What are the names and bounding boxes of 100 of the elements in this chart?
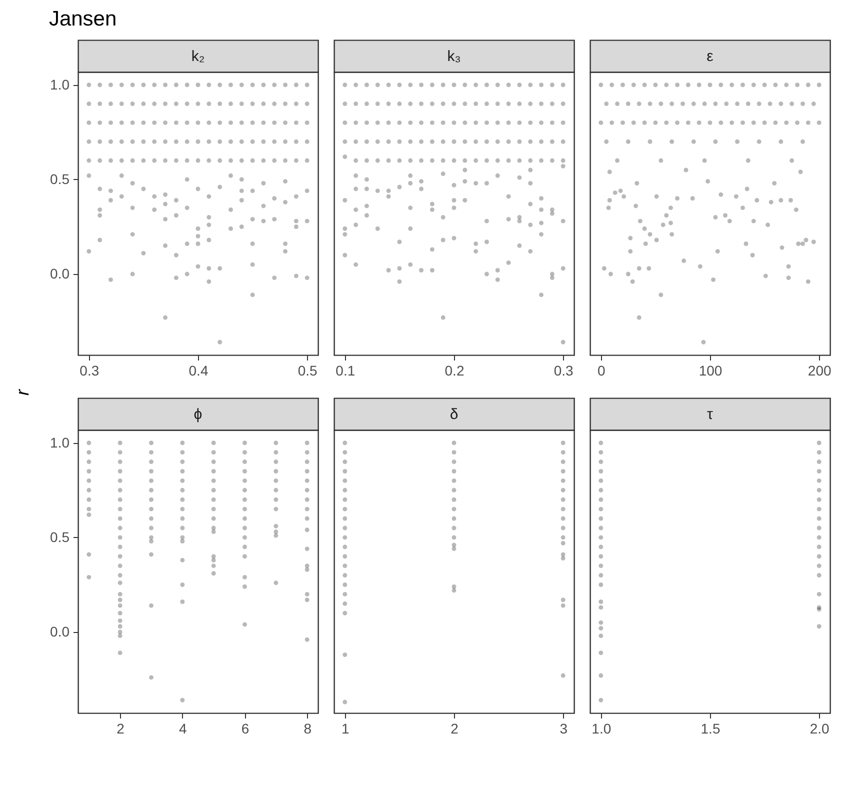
point [119, 139, 124, 144]
point [354, 207, 358, 212]
point [86, 469, 92, 474]
point [528, 202, 533, 206]
point [274, 450, 278, 455]
point [364, 139, 369, 144]
point [304, 478, 310, 483]
point [354, 139, 358, 144]
point [272, 216, 277, 222]
point [152, 207, 157, 212]
point [304, 139, 310, 144]
point [274, 440, 278, 446]
point [118, 580, 122, 586]
point [118, 526, 122, 530]
point [506, 139, 511, 144]
point [130, 272, 135, 276]
point [495, 277, 500, 282]
point [484, 218, 489, 224]
point [440, 172, 446, 176]
point [98, 207, 102, 212]
point [304, 488, 310, 492]
point [560, 340, 566, 344]
point [283, 249, 288, 254]
point [152, 194, 157, 199]
point [174, 120, 178, 125]
point [86, 478, 92, 483]
point [462, 179, 468, 184]
point [816, 469, 822, 474]
point [130, 120, 135, 125]
point [430, 102, 434, 106]
point [452, 506, 456, 512]
point [86, 158, 92, 163]
point [517, 120, 522, 125]
point [560, 603, 566, 608]
point [141, 102, 146, 106]
point [375, 102, 380, 106]
point [242, 497, 247, 502]
point [283, 200, 288, 204]
point [206, 158, 212, 163]
point [206, 102, 212, 106]
point [816, 497, 822, 502]
point [550, 211, 554, 216]
point [250, 262, 255, 267]
point [304, 120, 310, 125]
point [118, 544, 122, 550]
point [560, 120, 566, 125]
point [419, 268, 424, 272]
point [430, 202, 434, 206]
point [163, 82, 168, 88]
point [130, 232, 135, 237]
point [462, 158, 468, 163]
point [274, 506, 278, 512]
point [149, 469, 154, 474]
point [560, 158, 566, 163]
point [86, 249, 92, 254]
point [364, 177, 369, 182]
point [550, 82, 554, 88]
point [108, 188, 113, 194]
point [108, 158, 113, 163]
point [816, 564, 822, 568]
point [528, 168, 533, 172]
chart-title: ϕ [194, 406, 202, 423]
point [495, 268, 500, 272]
point [228, 82, 233, 88]
point [184, 120, 190, 125]
point [474, 242, 478, 246]
point [283, 158, 288, 163]
point [354, 173, 358, 178]
point [452, 182, 456, 188]
point [228, 226, 233, 231]
point [440, 120, 446, 125]
point [560, 598, 566, 602]
point [218, 340, 222, 344]
point [218, 102, 222, 106]
point [408, 82, 413, 88]
point [598, 650, 604, 656]
point [397, 82, 402, 88]
point [598, 535, 604, 540]
point [452, 206, 456, 210]
point [211, 506, 216, 512]
point [163, 120, 168, 125]
point [152, 102, 157, 106]
point [149, 552, 154, 557]
point [206, 139, 212, 144]
point [560, 450, 566, 455]
point [272, 82, 277, 88]
point [152, 82, 157, 88]
point [174, 82, 178, 88]
point [274, 469, 278, 474]
point [228, 173, 233, 178]
point [274, 478, 278, 483]
point [495, 102, 500, 106]
point [528, 158, 533, 163]
point [218, 184, 222, 190]
point [163, 243, 168, 248]
point [342, 506, 348, 512]
point [304, 102, 310, 106]
point [816, 544, 822, 550]
point [218, 82, 222, 88]
point [560, 506, 566, 512]
